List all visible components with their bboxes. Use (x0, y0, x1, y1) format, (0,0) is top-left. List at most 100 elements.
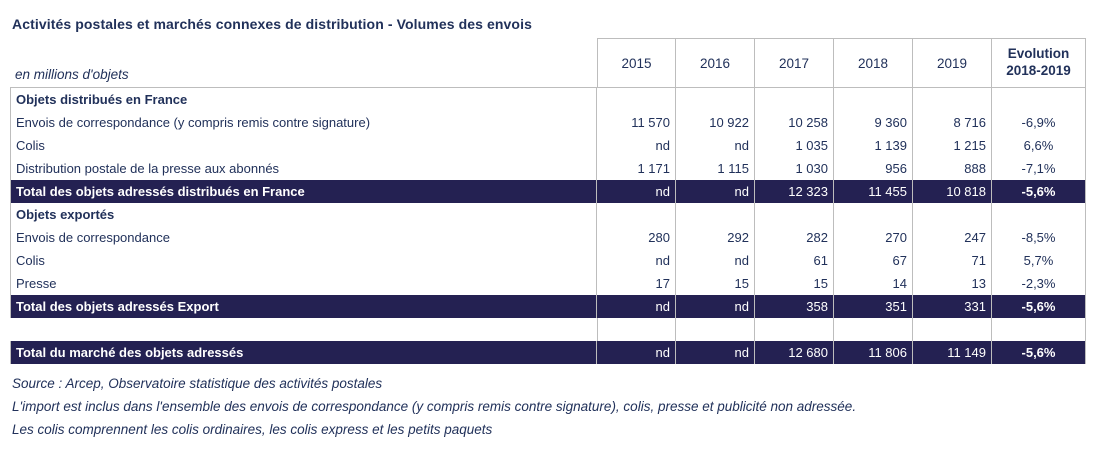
row-label: Envois de correspondance (y compris remi… (10, 111, 597, 134)
cell-evolution: 6,6% (992, 134, 1086, 157)
evolution-header-line1: Evolution (1007, 46, 1070, 62)
cell-2016: nd (676, 249, 755, 272)
table-row-total: Total du marché des objets adressés nd n… (10, 341, 1086, 364)
cell-evolution: 5,7% (992, 249, 1086, 272)
evolution-header: Evolution 2018-2019 (992, 38, 1086, 88)
cell-evolution (992, 203, 1086, 226)
evolution-header-line2: 2018-2019 (1006, 63, 1071, 78)
cell-2015: 17 (597, 272, 676, 295)
row-label: Colis (10, 134, 597, 157)
cell-2018: 956 (834, 157, 913, 180)
cell-2016: 292 (676, 226, 755, 249)
cell-2019: 247 (913, 226, 992, 249)
cell-2018: 11 455 (834, 180, 913, 203)
table-row-section: Objets exportés (10, 203, 1086, 226)
table-header-row: en millions d'objets 2015 2016 2017 2018… (10, 38, 1086, 88)
cell-2017: 282 (755, 226, 834, 249)
cell-2019: 888 (913, 157, 992, 180)
cell-2016 (676, 203, 755, 226)
row-label: Total du marché des objets adressés (10, 341, 597, 364)
cell-2018: 270 (834, 226, 913, 249)
cell-2016: nd (676, 134, 755, 157)
table-row: Envois de correspondance (y compris remi… (10, 111, 1086, 134)
cell-evolution: -6,9% (992, 111, 1086, 134)
cell-2015 (597, 203, 676, 226)
row-label: Presse (10, 272, 597, 295)
cell-2019: 11 149 (913, 341, 992, 364)
cell-2016: nd (676, 180, 755, 203)
table-row: Colis nd nd 1 035 1 139 1 215 6,6% (10, 134, 1086, 157)
year-header-2018: 2018 (834, 38, 913, 88)
year-header-2016: 2016 (676, 38, 755, 88)
cell-2016 (676, 88, 755, 111)
row-label: Envois de correspondance (10, 226, 597, 249)
footnote-source: Source : Arcep, Observatoire statistique… (12, 376, 383, 391)
cell-2018: 9 360 (834, 111, 913, 134)
cell-2016: 15 (676, 272, 755, 295)
cell-2015: nd (597, 295, 676, 318)
cell-evolution (992, 318, 1086, 341)
year-header-2019: 2019 (913, 38, 992, 88)
cell-2017: 12 323 (755, 180, 834, 203)
cell-evolution: -5,6% (992, 341, 1086, 364)
cell-2015: nd (597, 341, 676, 364)
table-row-section: Objets distribués en France (10, 88, 1086, 111)
table-row: Distribution postale de la presse aux ab… (10, 157, 1086, 180)
cell-2017 (755, 88, 834, 111)
cell-2015: 280 (597, 226, 676, 249)
cell-2019: 10 818 (913, 180, 992, 203)
footnote-colis: Les colis comprennent les colis ordinair… (12, 422, 493, 437)
cell-2017: 358 (755, 295, 834, 318)
cell-2019: 13 (913, 272, 992, 295)
row-label: Distribution postale de la presse aux ab… (10, 157, 597, 180)
cell-2018: 67 (834, 249, 913, 272)
cell-2016: nd (676, 341, 755, 364)
cell-2019: 71 (913, 249, 992, 272)
cell-evolution: -5,6% (992, 180, 1086, 203)
cell-evolution: -7,1% (992, 157, 1086, 180)
cell-2017: 1 030 (755, 157, 834, 180)
cell-2015 (597, 88, 676, 111)
cell-evolution: -8,5% (992, 226, 1086, 249)
cell-2019: 331 (913, 295, 992, 318)
page-title: Activités postales et marchés connexes d… (12, 16, 532, 32)
cell-2015 (597, 318, 676, 341)
row-label: Objets distribués en France (10, 88, 597, 111)
cell-2019 (913, 318, 992, 341)
cell-2015: 1 171 (597, 157, 676, 180)
year-header-2017: 2017 (755, 38, 834, 88)
cell-2017: 15 (755, 272, 834, 295)
cell-2017 (755, 203, 834, 226)
table-row: Presse 17 15 15 14 13 -2,3% (10, 272, 1086, 295)
year-header-2015: 2015 (597, 38, 676, 88)
row-label: Objets exportés (10, 203, 597, 226)
cell-evolution (992, 88, 1086, 111)
cell-2017 (755, 318, 834, 341)
table-row-total: Total des objets adressés distribués en … (10, 180, 1086, 203)
footnotes: Source : Arcep, Observatoire statistique… (12, 372, 856, 441)
cell-2018: 351 (834, 295, 913, 318)
cell-2018 (834, 318, 913, 341)
cell-2017: 61 (755, 249, 834, 272)
cell-2016: 10 922 (676, 111, 755, 134)
cell-2019: 1 215 (913, 134, 992, 157)
cell-2015: 11 570 (597, 111, 676, 134)
cell-2017: 10 258 (755, 111, 834, 134)
row-label: Total des objets adressés Export (10, 295, 597, 318)
cell-2017: 1 035 (755, 134, 834, 157)
cell-2015: nd (597, 249, 676, 272)
table-row: Colis nd nd 61 67 71 5,7% (10, 249, 1086, 272)
cell-2018: 11 806 (834, 341, 913, 364)
cell-2017: 12 680 (755, 341, 834, 364)
footnote-import: L'import est inclus dans l'ensemble des … (12, 399, 857, 414)
cell-evolution: -2,3% (992, 272, 1086, 295)
cell-2018: 1 139 (834, 134, 913, 157)
table-row-spacer (10, 318, 1086, 341)
unit-label: en millions d'objets (10, 38, 597, 88)
cell-2015: nd (597, 134, 676, 157)
cell-2018 (834, 88, 913, 111)
postal-volumes-table: en millions d'objets 2015 2016 2017 2018… (10, 38, 1086, 364)
cell-2015: nd (597, 180, 676, 203)
row-label: Colis (10, 249, 597, 272)
row-label (10, 318, 597, 341)
